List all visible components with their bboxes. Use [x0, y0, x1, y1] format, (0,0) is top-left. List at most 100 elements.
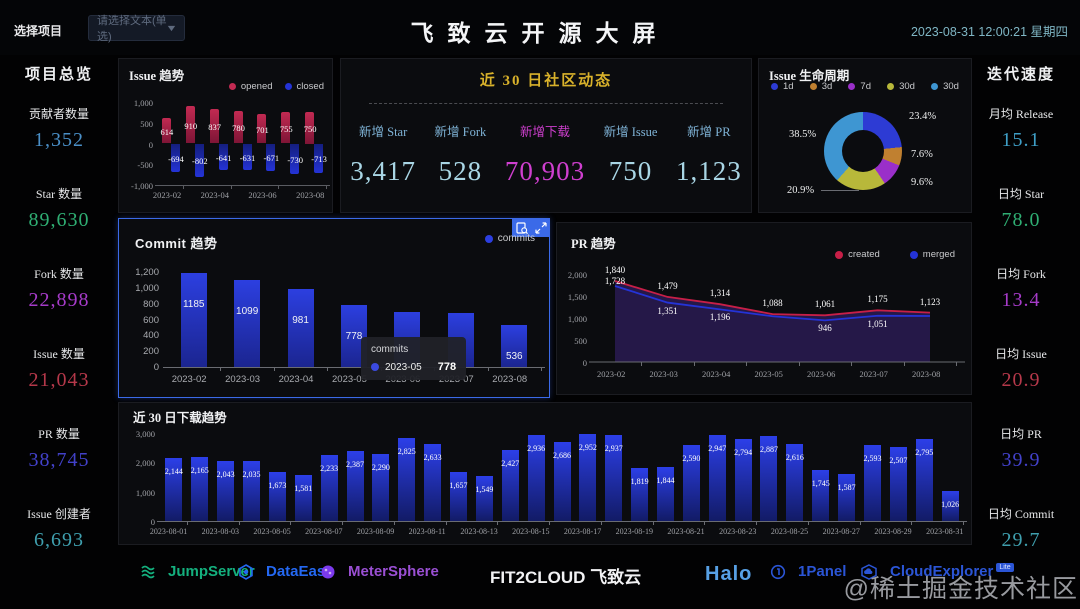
stat-label: 日均 PR — [1000, 427, 1042, 441]
legend-item-merged[interactable]: merged — [909, 249, 955, 260]
stat-label: 日均 Fork — [996, 267, 1046, 281]
bar-value-label: 2,616 — [785, 453, 804, 463]
legend-label: created — [848, 249, 880, 260]
download-bar[interactable] — [760, 436, 778, 521]
download-bar[interactable] — [450, 472, 468, 521]
closed-bar[interactable] — [218, 143, 228, 171]
commit-bar[interactable] — [180, 273, 207, 367]
opened-bar[interactable] — [233, 111, 243, 144]
download-bar[interactable] — [191, 457, 209, 521]
legend-item-30d[interactable]: 30d — [887, 81, 915, 92]
download-bar[interactable] — [398, 438, 416, 521]
download-bar[interactable] — [579, 434, 597, 521]
download-bar[interactable] — [527, 434, 545, 521]
tooltip-value: 778 — [437, 361, 457, 373]
download-bar[interactable] — [165, 458, 183, 521]
download-bar[interactable] — [682, 445, 700, 521]
closed-bar[interactable] — [314, 143, 324, 174]
download-bar[interactable] — [346, 450, 364, 521]
opened-bar[interactable] — [161, 118, 171, 144]
brand-name: Halo — [705, 563, 753, 585]
download-bar[interactable] — [863, 444, 881, 521]
brand-metersphere[interactable]: MeterSphere — [320, 563, 439, 580]
commit-bar[interactable] — [501, 324, 528, 367]
donut-hole — [842, 130, 884, 172]
brand-halo[interactable]: Halo — [705, 563, 752, 586]
download-bar[interactable] — [553, 442, 571, 521]
view-data-icon[interactable] — [512, 218, 531, 237]
brand-fit2cloud-[interactable]: FIT2CLOUD 飞致云 — [490, 563, 641, 588]
opened-bar[interactable] — [209, 108, 219, 144]
download-bar[interactable] — [838, 474, 856, 521]
legend-item-commits[interactable]: commits — [484, 233, 535, 244]
x-tick-mark — [273, 367, 275, 371]
commit-bar[interactable] — [287, 289, 314, 367]
bar-value-label: 2,633 — [423, 452, 442, 462]
download-bar[interactable] — [915, 439, 933, 521]
download-bar[interactable] — [812, 469, 830, 521]
download-bar[interactable] — [475, 475, 493, 521]
x-tick-mark — [911, 521, 913, 525]
legend-item-1d[interactable]: 1d — [771, 81, 794, 92]
download-bar[interactable] — [786, 444, 804, 521]
legend-dot-icon — [909, 250, 918, 259]
legend-item-opened[interactable]: opened — [228, 81, 273, 92]
download-bar[interactable] — [372, 453, 390, 521]
commit-bar[interactable] — [234, 279, 261, 367]
download-bar[interactable] — [734, 439, 752, 521]
closed-bar[interactable] — [266, 143, 276, 172]
brand-cloudexplorer[interactable]: CloudExplorer Lite — [860, 563, 1014, 580]
brand-badge: Lite — [996, 563, 1014, 572]
brand-jumpserver[interactable]: JumpServer — [140, 563, 255, 580]
download-bar[interactable] — [424, 443, 442, 521]
x-tick-mark — [641, 362, 642, 366]
opened-bar[interactable] — [185, 105, 195, 144]
sidebar-project-overview: 项目总览 贡献者数量 1,352 Star 数量 89,630 Fork 数量 22,89… — [0, 55, 118, 555]
legend-item-7d[interactable]: 7d — [848, 81, 871, 92]
download-bar[interactable] — [320, 455, 338, 521]
download-bar[interactable] — [294, 474, 312, 521]
download-bar[interactable] — [217, 461, 235, 521]
series-dot-icon — [371, 363, 379, 371]
download-bar[interactable] — [708, 434, 726, 521]
download-bar[interactable] — [941, 490, 959, 521]
bar-value-label: -631 — [239, 152, 256, 163]
stat-value: 78.0 — [1001, 209, 1041, 231]
legend-label: 1d — [783, 81, 794, 92]
brand-dataease[interactable]: DataEase — [238, 563, 334, 580]
legend-item-30d[interactable]: 30d — [931, 81, 959, 92]
bar-value-label: 2,165 — [190, 466, 209, 476]
commit-trend-title: Commit 趋势 — [135, 236, 218, 251]
download-bar[interactable] — [268, 471, 286, 521]
bar-value-label: 536 — [505, 350, 523, 362]
bar-value-label: 837 — [208, 122, 222, 133]
download-bar[interactable] — [656, 466, 674, 521]
download-bar[interactable] — [243, 461, 261, 521]
closed-bar[interactable] — [242, 143, 252, 170]
legend-item-3d[interactable]: 3d — [809, 81, 832, 92]
project-select[interactable]: 请选择文本(单选) ▼ — [88, 15, 185, 43]
community-activity-title: 近 30 日社区动态 — [479, 73, 613, 89]
opened-bar[interactable] — [305, 112, 315, 144]
closed-bar[interactable] — [170, 143, 180, 173]
opened-bar[interactable] — [281, 112, 291, 144]
download-bar[interactable] — [889, 447, 907, 521]
x-tick-mark — [230, 185, 232, 189]
download-bar[interactable] — [631, 467, 649, 521]
brand-1panel[interactable]: 1Panel — [770, 563, 846, 580]
fullscreen-icon[interactable] — [531, 218, 550, 237]
legend-item-closed[interactable]: closed — [284, 81, 324, 92]
closed-bar[interactable] — [290, 143, 300, 174]
download-bar[interactable] — [605, 434, 623, 521]
legend-dot-icon — [848, 83, 856, 90]
download-bar[interactable] — [501, 449, 519, 521]
legend-item-created[interactable]: created — [835, 249, 880, 260]
page-title: 飞致云开源大屏 — [410, 20, 670, 46]
pr-line-chart[interactable] — [557, 223, 973, 396]
y-tick: 1,500 — [567, 292, 587, 302]
bar-value-label: -641 — [215, 152, 232, 163]
pr-trend-title: PR 趋势 — [571, 237, 616, 251]
closed-bar[interactable] — [194, 143, 204, 177]
x-axis-line — [163, 367, 545, 368]
opened-bar[interactable] — [257, 114, 267, 144]
